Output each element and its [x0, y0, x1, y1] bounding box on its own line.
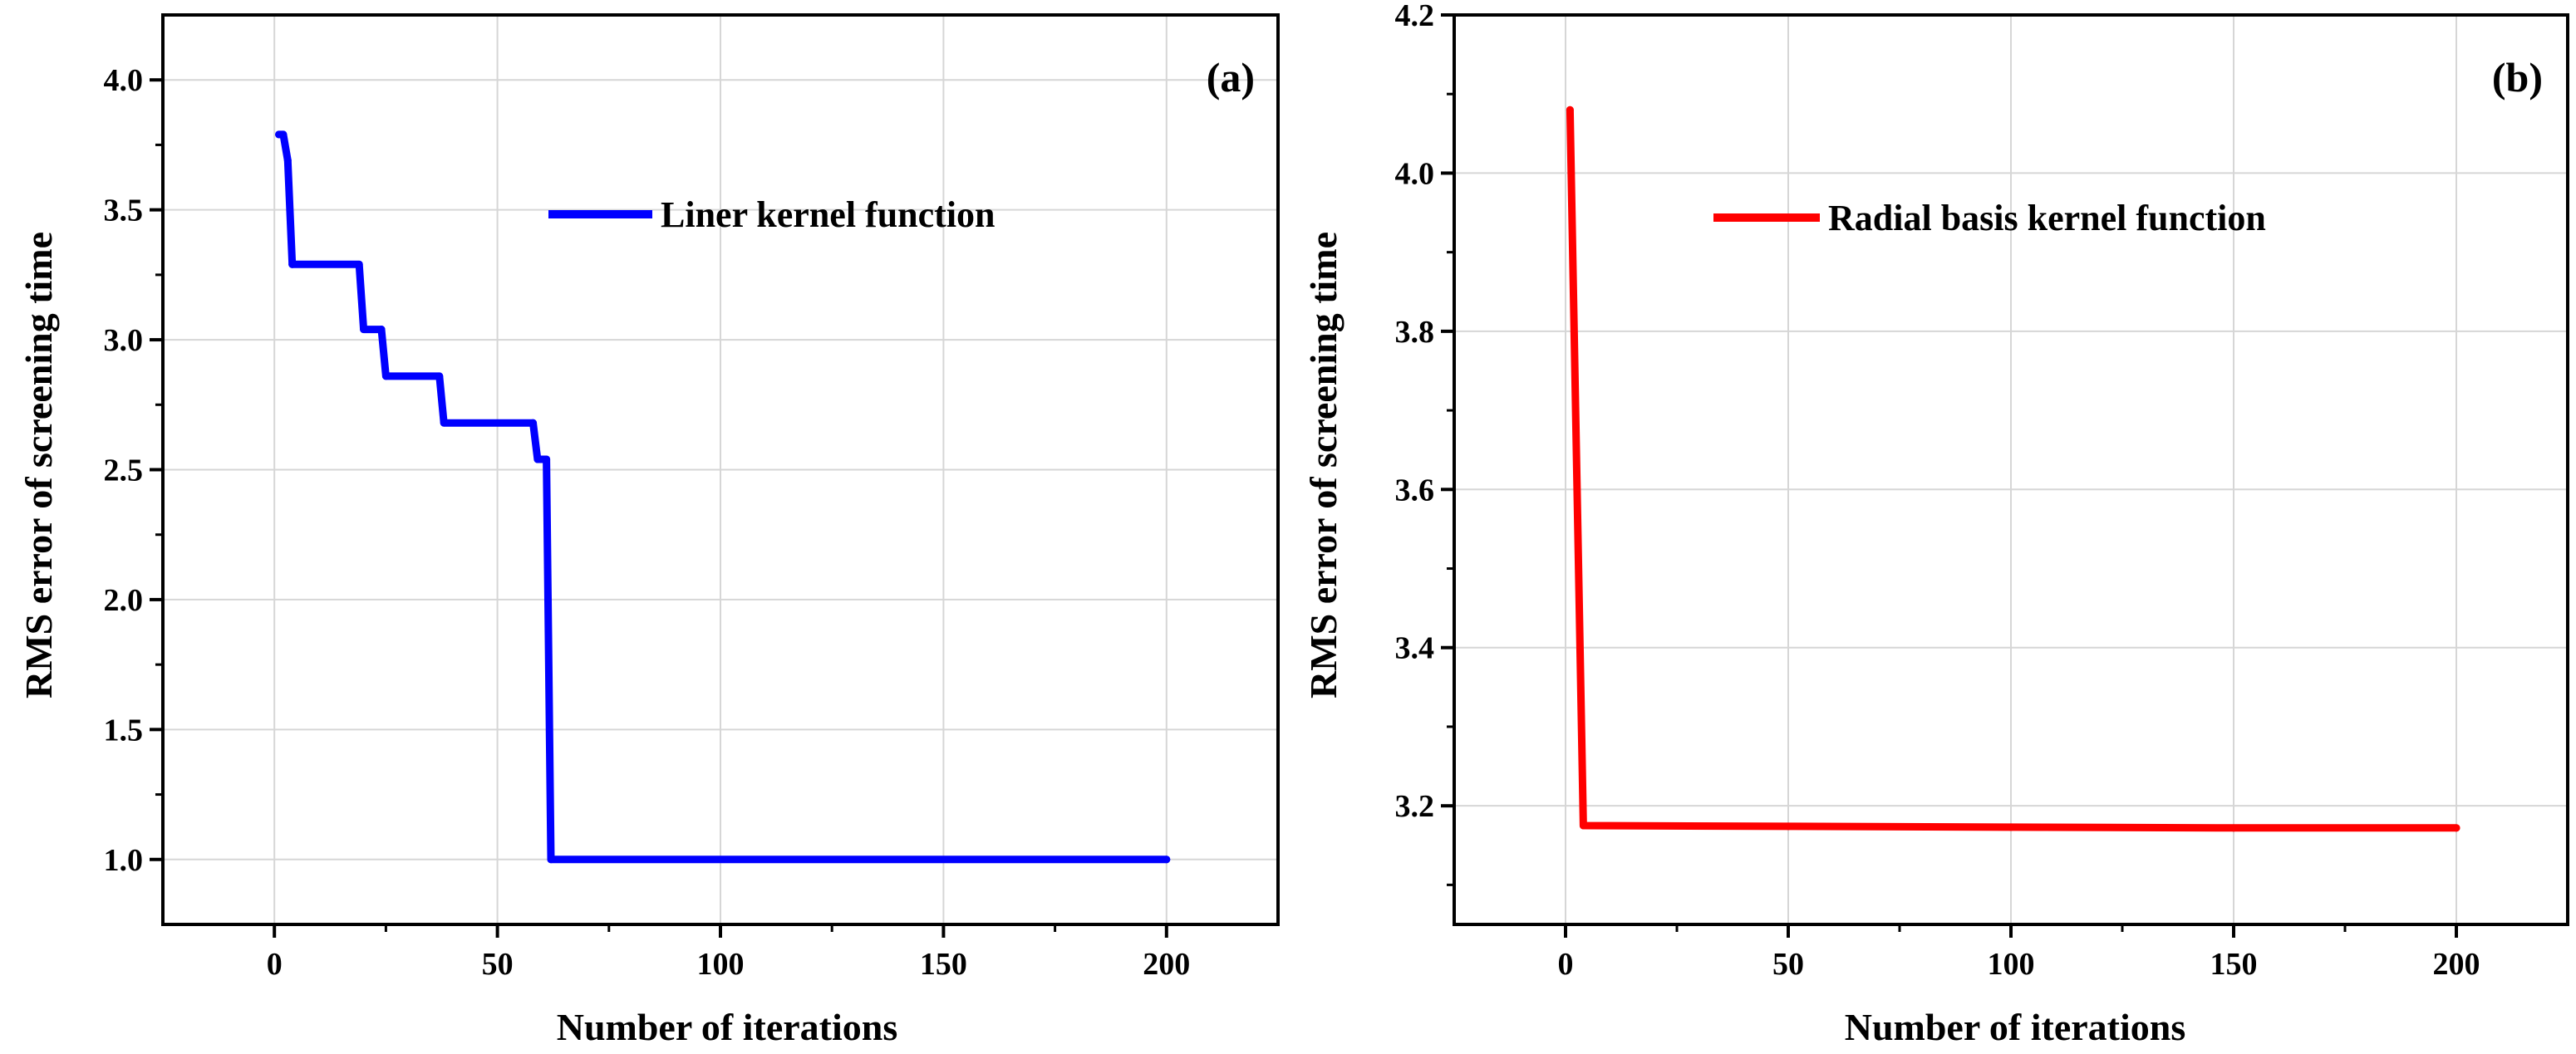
panel-a-data-point — [283, 156, 292, 164]
panel-a-data-point — [435, 372, 444, 380]
panel-a-data-point — [440, 419, 448, 427]
panel-b-legend-label: Radial basis kernel function — [1828, 198, 2266, 238]
panel-a-y-axis-title: RMS error of screening time — [17, 232, 60, 699]
panel-b-grid — [1454, 14, 2568, 924]
panel-b-y-tick-label: 3.2 — [1395, 789, 1435, 824]
panel-b-series-layer — [1566, 105, 2460, 832]
panel-b-radial-basis-kernel: 0 50 100 150 200 3.2 3.4 3.6 3.8 4.0 4.2 (b) Radia… — [1302, 0, 2569, 1048]
panel-a-data-point — [355, 260, 363, 268]
panel-b-y-tick-label: 3.6 — [1395, 473, 1435, 507]
panel-a-data-point — [381, 372, 390, 380]
panel-b-y-tick-label: 3.4 — [1395, 631, 1435, 666]
panel-b-x-tick-label: 200 — [2433, 947, 2480, 982]
panel-a-x-tick-label: 200 — [1143, 947, 1190, 982]
panel-b-x-tick-label: 150 — [2210, 947, 2258, 982]
panel-b-x-tick-label: 0 — [1558, 947, 1574, 982]
panel-b-data-point — [2007, 823, 2015, 831]
panel-a-x-tick-label: 0 — [267, 947, 283, 982]
panel-a-data-point — [1163, 855, 1171, 864]
panel-b-x-tick-label: 100 — [1988, 947, 2035, 982]
panel-a-series-layer — [275, 130, 1171, 864]
panel-b-data-point — [2229, 824, 2238, 832]
panel-b-ticks: 0 50 100 150 200 3.2 3.4 3.6 3.8 4.0 4.2 — [1395, 0, 2480, 982]
panel-b-label: (b) — [2492, 54, 2543, 100]
panel-a-y-tick-label: 1.0 — [104, 843, 144, 878]
panel-a-data-point — [288, 260, 297, 268]
panel-a-data-point — [279, 130, 288, 139]
panel-b-legend: Radial basis kernel function — [1713, 198, 2266, 238]
panel-a-data-point — [543, 455, 551, 463]
panel-b-data-point — [1579, 821, 1587, 830]
panel-a-grid — [163, 15, 1278, 924]
panel-a-y-tick-label: 1.5 — [104, 713, 144, 748]
panel-a-data-point — [547, 855, 555, 864]
panel-b-data-point — [1566, 105, 1574, 114]
panel-a-y-tick-label: 4.0 — [104, 63, 144, 98]
panel-a-legend-label: Liner kernel function — [661, 194, 995, 235]
panel-b-x-axis-title: Number of iterations — [1845, 1006, 2186, 1048]
panel-a-data-point — [377, 326, 386, 334]
panel-a-x-tick-label: 50 — [482, 947, 514, 982]
panel-a-ticks: 0 50 100 150 200 1.0 1.5 2.0 2.5 3.0 3.5 4.0 — [104, 63, 1191, 982]
panel-b-data-point — [1784, 822, 1792, 831]
panel-a-label: (a) — [1207, 54, 1255, 100]
panel-a-data-point — [529, 419, 538, 427]
panel-b-y-tick-label: 4.0 — [1395, 156, 1435, 191]
panel-a-data-point — [360, 326, 368, 334]
panel-a-x-tick-label: 150 — [920, 947, 967, 982]
panel-a-series-line — [275, 130, 1171, 864]
panel-a-data-point — [533, 455, 542, 463]
panel-a-liner-kernel: 0 50 100 150 200 1.0 1.5 2.0 2.5 3.0 3.5 4.0 (a) Li… — [17, 13, 1280, 1048]
panel-a-x-axis-title: Number of iterations — [557, 1006, 898, 1048]
panel-a-y-tick-label: 3.5 — [104, 194, 144, 228]
panel-a-legend: Liner kernel function — [548, 194, 995, 235]
panel-a-y-tick-label: 2.5 — [104, 453, 144, 488]
panel-b-y-tick-label: 3.8 — [1395, 315, 1435, 350]
panel-b-x-tick-label: 50 — [1772, 947, 1804, 982]
panel-a-y-tick-label: 2.0 — [104, 583, 144, 618]
panel-b-series-line — [1566, 105, 2460, 832]
panel-b-data-point — [2452, 824, 2460, 832]
panel-b-y-tick-label: 4.2 — [1395, 0, 1435, 33]
panel-a-y-tick-label: 3.0 — [104, 323, 144, 358]
panel-a-x-tick-label: 100 — [697, 947, 745, 982]
panel-b-y-axis-title: RMS error of screening time — [1302, 232, 1345, 699]
